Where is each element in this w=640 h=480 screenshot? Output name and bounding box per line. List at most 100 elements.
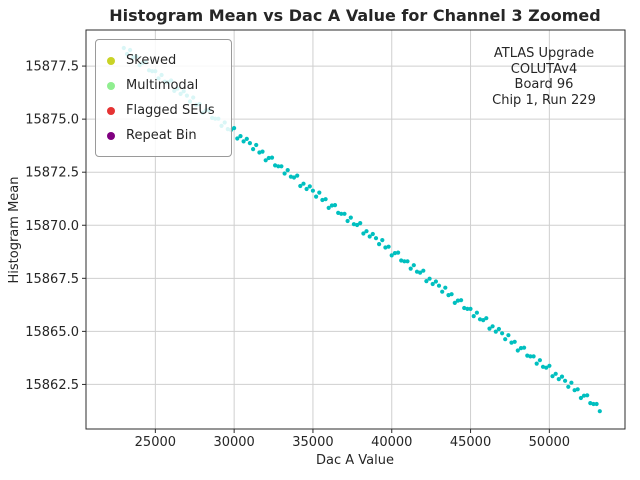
x-axis-label: Dac A Value (316, 453, 394, 468)
data-point (235, 136, 240, 141)
data-point (383, 245, 388, 250)
annotation-text: ATLAS Upgrade COLUTAv4 Board 96 Chip 1, Run… (478, 46, 610, 108)
x-tick-label: 45000 (450, 435, 491, 450)
data-point (345, 218, 350, 224)
data-point (241, 139, 246, 144)
data-point (254, 142, 259, 148)
data-point (317, 190, 322, 195)
legend-item: Skewed (107, 48, 215, 73)
data-point (512, 339, 517, 344)
data-point (399, 258, 404, 263)
data-point (537, 358, 543, 363)
annotation-line: Board 96 (514, 77, 574, 92)
data-point (323, 197, 328, 202)
legend-marker-icon (107, 56, 115, 65)
data-point (247, 141, 252, 146)
data-point (380, 238, 385, 243)
legend-label: Skewed (126, 53, 177, 68)
data-point (490, 324, 495, 329)
data-point (440, 289, 445, 294)
data-point (232, 126, 237, 131)
data-point (405, 259, 410, 264)
y-tick-label: 15872.5 (25, 166, 79, 181)
data-point (348, 215, 353, 220)
data-point (522, 345, 527, 350)
data-point (477, 317, 483, 322)
y-tick-label: 15875.0 (25, 113, 79, 128)
data-point (307, 184, 312, 189)
legend-item: Multimodal (107, 73, 215, 98)
legend-item: Flagged SEUs (107, 98, 215, 123)
data-point (496, 326, 501, 332)
x-tick-label: 50000 (529, 435, 570, 450)
data-point (263, 158, 268, 163)
data-point (569, 380, 574, 385)
data-point (310, 188, 315, 193)
data-point (367, 234, 372, 239)
x-tick-label: 35000 (292, 435, 333, 450)
data-point (389, 253, 394, 258)
data-point (471, 314, 476, 319)
data-point (320, 197, 325, 203)
y-tick-label: 15877.5 (25, 60, 79, 75)
data-point (443, 285, 448, 290)
data-point (528, 354, 533, 359)
data-point (455, 298, 460, 303)
data-point (304, 186, 309, 192)
data-point (465, 306, 470, 311)
data-point (266, 155, 271, 161)
data-point (408, 266, 413, 271)
annotation-line: ATLAS Upgrade (493, 46, 595, 61)
data-point (487, 326, 492, 331)
y-axis-label: Histogram Mean (7, 177, 22, 284)
legend-marker-icon (107, 131, 115, 140)
data-point (588, 401, 593, 406)
data-point (301, 181, 306, 186)
data-point (326, 205, 331, 210)
data-point (418, 270, 423, 275)
data-point (364, 229, 369, 234)
data-point (449, 292, 454, 297)
data-point (373, 236, 379, 241)
data-point (540, 364, 546, 369)
data-point (430, 281, 435, 287)
data-point (269, 155, 275, 160)
data-point (575, 387, 580, 392)
data-point (556, 377, 561, 382)
data-point (260, 149, 265, 154)
y-tick-label: 15862.5 (25, 378, 79, 393)
data-point (314, 194, 319, 199)
data-point (396, 250, 401, 255)
data-point (547, 363, 552, 368)
data-point (550, 374, 555, 379)
data-point (591, 401, 596, 407)
data-point (392, 251, 397, 256)
axes-frame (85, 29, 626, 430)
data-point (342, 211, 347, 216)
data-point (411, 263, 416, 268)
data-point (386, 244, 391, 249)
y-tick-label: 15870.0 (25, 219, 79, 234)
annotation-line: COLUTAv4 (510, 61, 578, 77)
data-point (433, 279, 438, 284)
data-point (553, 371, 558, 376)
data-point (500, 331, 505, 336)
data-point (597, 409, 602, 414)
data-point (238, 134, 243, 139)
legend: Skewed Multimodal Flagged SEUs Repeat Bin (95, 39, 232, 157)
annotation-line: Chip 1, Run 229 (492, 92, 596, 108)
data-point (285, 168, 290, 173)
data-point (509, 340, 514, 345)
data-point (459, 298, 464, 303)
x-tick-label: 40000 (371, 435, 412, 450)
data-point (276, 164, 281, 169)
data-point (424, 279, 429, 284)
legend-label: Multimodal (126, 78, 199, 93)
data-point (462, 305, 467, 311)
axis-ticks (82, 65, 550, 433)
data-point (474, 310, 479, 315)
legend-label: Flagged SEUs (126, 103, 215, 118)
data-point (251, 147, 256, 152)
data-point (279, 164, 284, 169)
